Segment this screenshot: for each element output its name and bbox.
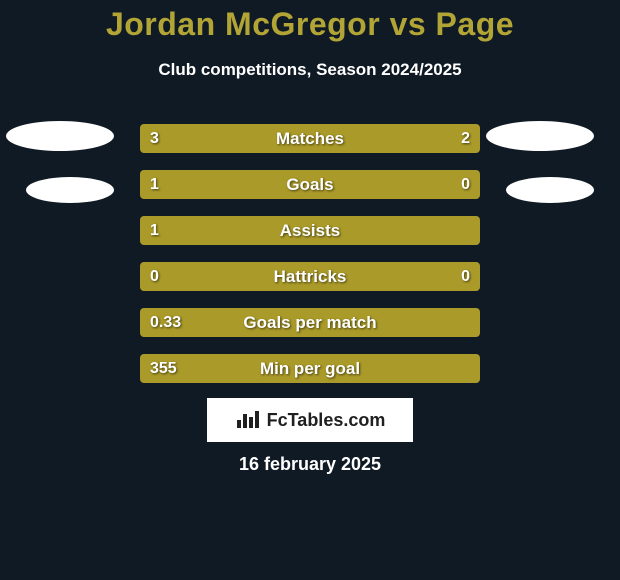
stat-bar-right-fill [344,124,480,153]
stat-bar-left-value: 1 [150,170,159,199]
flank-ellipse [6,121,114,151]
stat-bar-right-value: 0 [461,170,470,199]
stat-bar-right-value: 0 [461,262,470,291]
footer-date: 16 february 2025 [0,454,620,475]
source-badge: FcTables.com [207,398,413,442]
page-subtitle: Club competitions, Season 2024/2025 [0,60,620,80]
stat-bar-right-value: 2 [461,124,470,153]
flank-ellipse [506,177,594,203]
stat-bar-left-value: 0.33 [150,308,181,337]
page-title: Jordan McGregor vs Page [0,6,620,43]
stat-bar-left-value: 355 [150,354,177,383]
flank-ellipse [486,121,594,151]
stat-bar-left-fill [140,170,398,199]
stat-bar: Goals per match0.33 [140,308,480,337]
stat-bar-left-fill [140,124,344,153]
stat-bar-left-value: 0 [150,262,159,291]
stat-bar: Assists1 [140,216,480,245]
comparison-card: Jordan McGregor vs Page Club competition… [0,0,620,580]
stat-bar-left-value: 3 [150,124,159,153]
stat-bar-left-fill [140,354,480,383]
stat-bar: Goals10 [140,170,480,199]
source-badge-text: FcTables.com [267,410,386,431]
stat-bar: Hattricks00 [140,262,480,291]
stat-bar: Min per goal355 [140,354,480,383]
stat-bar-left-fill [140,262,480,291]
stat-bar: Matches32 [140,124,480,153]
stat-bar-left-value: 1 [150,216,159,245]
stat-bar-left-fill [140,216,480,245]
stat-bar-left-fill [140,308,480,337]
bar-chart-icon [235,410,261,430]
flank-ellipse [26,177,114,203]
